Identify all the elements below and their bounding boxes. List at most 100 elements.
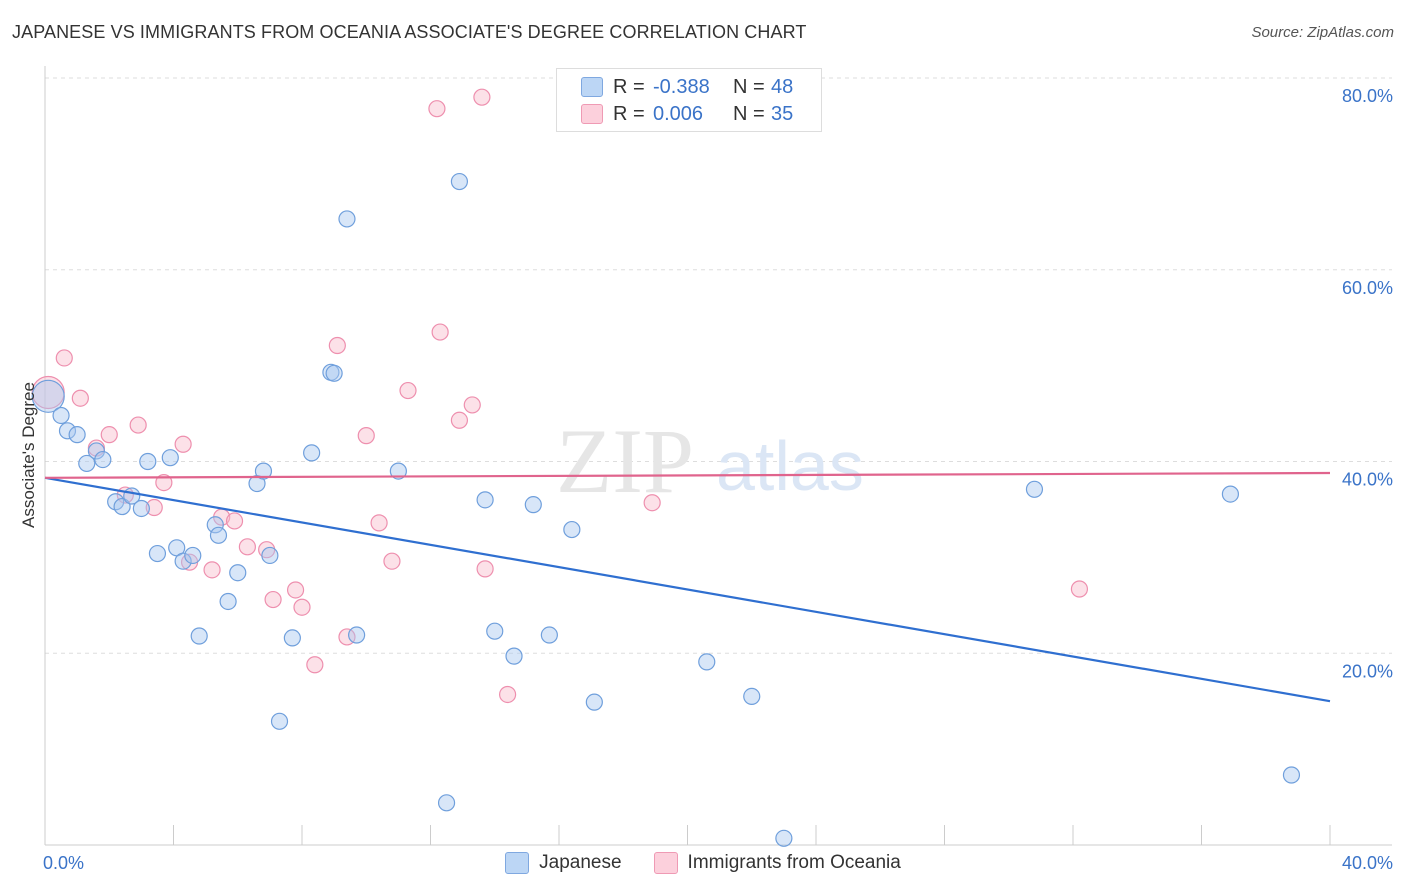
x-tick-label: 40.0% [1342, 853, 1393, 873]
oceania-point [463, 396, 481, 414]
oceania-point [286, 581, 305, 599]
x-tick-label: 0.0% [43, 853, 84, 873]
japanese-point [437, 794, 456, 812]
legend-swatch-japanese [505, 852, 530, 874]
japanese-point [1025, 480, 1044, 498]
japanese-point [1221, 485, 1240, 503]
oceania-point [225, 512, 244, 530]
japanese-point [148, 544, 167, 563]
oceania-point [293, 598, 311, 616]
japanese-point [52, 406, 70, 425]
oceania-point [203, 561, 221, 579]
japanese-point [303, 444, 321, 462]
grid [45, 77, 1392, 654]
oceania-point [383, 552, 401, 570]
oceania-point [450, 411, 469, 429]
oceania-point [476, 560, 494, 578]
oceania-trend-line [44, 471, 1331, 479]
y-tick-label: 60.0% [1342, 278, 1393, 298]
oceania-point [370, 514, 388, 532]
japanese-point [219, 592, 237, 611]
japanese-point [563, 520, 581, 539]
legend-row-oceania: R = 0.006 N = 35 [581, 102, 793, 126]
japanese-point [743, 687, 761, 705]
legend-swatch-oceania [653, 852, 678, 874]
oceania-point [399, 381, 417, 400]
japanese-point [540, 626, 558, 644]
japanese-point [325, 364, 343, 382]
oceania-point [55, 349, 73, 367]
legend-swatch-japanese [581, 77, 603, 97]
japanese-point [161, 449, 179, 467]
japanese-point [450, 172, 469, 191]
n-value: 48 [771, 75, 794, 98]
japanese-point [389, 462, 407, 480]
japanese-point [184, 546, 202, 565]
legend-label-oceania: Immigrants from Oceania [687, 852, 901, 873]
watermark: ZIP atlas [556, 410, 864, 512]
oceania-point [238, 538, 256, 556]
japanese-trend-line [44, 476, 1331, 703]
japanese-point [139, 452, 157, 471]
japanese-point [94, 450, 112, 469]
japanese-point [261, 546, 279, 565]
oceania-point [129, 416, 147, 434]
japanese-point [698, 653, 716, 671]
oceania-point [100, 426, 118, 444]
oceania-point [264, 590, 282, 609]
japanese-point [254, 462, 273, 480]
japanese-point [229, 564, 247, 582]
r-label: R = [613, 75, 645, 98]
oceania-point [145, 498, 163, 517]
japanese-point [209, 526, 228, 544]
japanese-point [190, 627, 208, 645]
japanese-point [270, 712, 289, 730]
japanese-point [486, 622, 504, 640]
oceania-point [71, 389, 89, 407]
japanese-point [505, 647, 523, 665]
legend-label-japanese: Japanese [539, 852, 622, 873]
watermark-atlas: atlas [716, 427, 864, 505]
r-label: R = [613, 102, 645, 125]
oceania-point [328, 336, 346, 355]
oceania-point [155, 473, 173, 492]
oceania-point [473, 88, 491, 106]
oceania-point [431, 323, 449, 341]
legend-swatch-oceania [581, 104, 603, 124]
oceania-point [643, 494, 661, 512]
n-label: N = [733, 102, 765, 125]
oceania-point [428, 100, 446, 118]
japanese-point [113, 497, 131, 516]
oceania-point [499, 685, 517, 704]
oceania-point [1070, 580, 1089, 598]
oceania-point [306, 656, 324, 674]
japanese-point [78, 454, 96, 473]
japanese-point [585, 693, 603, 711]
japanese-point [348, 626, 366, 644]
japanese-point [283, 629, 301, 647]
legend-item-japanese: Japanese [505, 852, 622, 874]
legend-item-oceania: Immigrants from Oceania [653, 852, 901, 874]
legend-row-japanese: R = -0.388 N = 48 [581, 75, 793, 99]
trend-lines [44, 471, 1331, 703]
japanese-point [476, 491, 494, 509]
y-tick-label: 80.0% [1342, 86, 1393, 106]
axes: 20.0% 40.0% 60.0% 80.0% 0.0% 40.0% [43, 66, 1393, 873]
correlation-legend: R = -0.388 N = 48 R = 0.006 N = 35 [556, 68, 822, 132]
japanese-point [58, 422, 77, 440]
series-japanese-points [31, 172, 1301, 847]
y-tick-label: 40.0% [1342, 470, 1393, 490]
n-label: N = [733, 75, 765, 98]
japanese-point [87, 442, 106, 460]
japanese-point [206, 516, 224, 534]
japanese-point [1282, 766, 1301, 784]
r-value: -0.388 [653, 75, 710, 98]
watermark-zip: ZIP [556, 410, 694, 512]
japanese-point [524, 496, 542, 514]
r-value: 0.006 [653, 102, 704, 125]
japanese-point [31, 379, 65, 413]
japanese-point [338, 210, 356, 228]
n-value: 35 [771, 102, 794, 125]
japanese-point [775, 829, 793, 847]
